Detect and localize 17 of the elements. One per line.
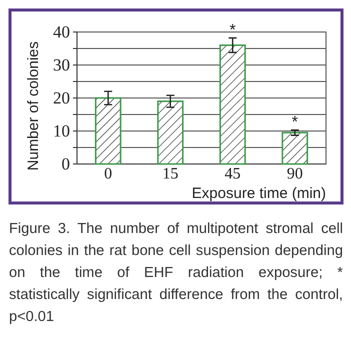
y-axis-title: Number of colonies	[25, 41, 42, 171]
x-tick-label: 45	[224, 165, 241, 182]
bar	[282, 132, 308, 165]
bar	[157, 100, 184, 165]
x-tick-label: 0	[104, 165, 112, 182]
y-tick-label: 10	[53, 121, 70, 140]
x-tick-label: 15	[162, 165, 178, 182]
annotation: *	[230, 22, 236, 39]
y-tick-label: 30	[53, 55, 70, 74]
bar	[94, 97, 122, 165]
x-tick-label: 90	[286, 165, 303, 182]
x-axis-title: Exposure time (min)	[192, 185, 326, 202]
caption: Figure 3. The number of multipotent stromal cell colonies in the rat bone cell suspension depending on the time of EHF radiation exposure; * statistically significant difference from the control, p<0.01	[9, 220, 343, 327]
y-tick-label: 20	[53, 88, 70, 108]
annotation: *	[292, 114, 298, 132]
bar	[219, 44, 246, 165]
y-tick-label: 40	[53, 22, 70, 42]
